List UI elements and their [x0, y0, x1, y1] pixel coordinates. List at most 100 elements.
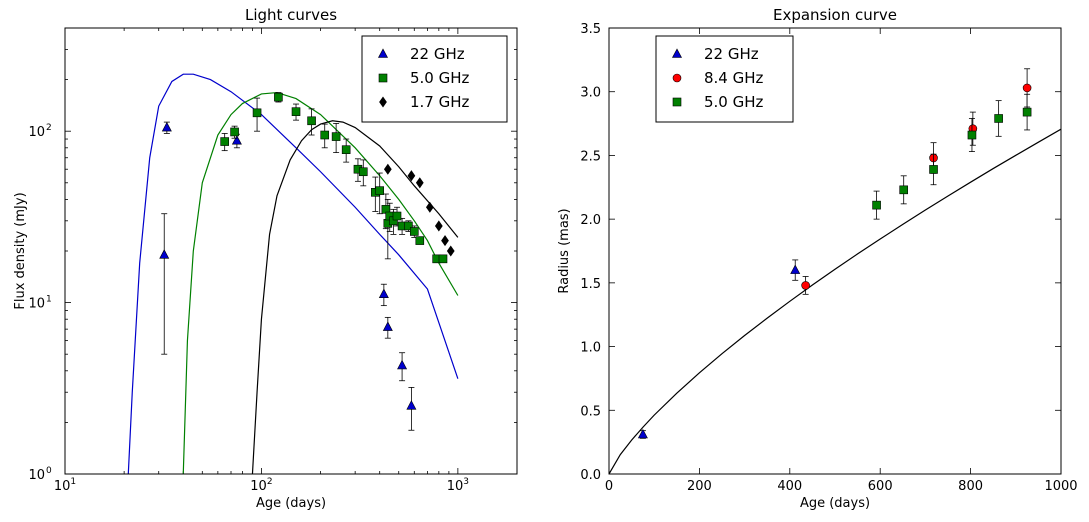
chart-title: Light curves — [245, 6, 337, 24]
x-tick-label: 600 — [868, 479, 893, 494]
legend-label: 22 GHz — [410, 45, 465, 63]
data-point — [392, 211, 402, 221]
data-point — [230, 127, 239, 137]
model-curve — [127, 73, 459, 474]
data-point — [994, 114, 1003, 123]
series — [159, 121, 417, 431]
axes-frame — [608, 27, 1062, 475]
model-curve — [251, 120, 459, 474]
data-point — [899, 185, 909, 195]
data-point — [415, 236, 425, 245]
legend-label: 22 GHz — [704, 45, 759, 63]
x-axis-label: Age (days) — [800, 496, 870, 511]
x-tick-label: 102 — [250, 477, 272, 494]
y-tick-label: 3.0 — [580, 86, 601, 101]
x-tick-label: 200 — [687, 479, 712, 494]
data-point — [220, 137, 229, 146]
x-tick-label: 1000 — [1044, 479, 1077, 494]
y-tick-label: 10 — [28, 468, 45, 483]
y-axis-label: Flux density (mJy) — [13, 192, 28, 309]
data-point — [406, 400, 417, 410]
legend-marker — [379, 96, 387, 108]
data-point — [407, 170, 416, 182]
data-point — [397, 359, 408, 370]
x-tick-label: 800 — [958, 479, 983, 494]
x-tick-label: 103 — [447, 477, 469, 494]
chart-title: Expansion curve — [773, 6, 897, 24]
y-tick-label: 10 — [28, 125, 45, 140]
axes-frame — [64, 27, 518, 475]
x-axis-label: Age (days) — [256, 496, 326, 511]
series — [383, 163, 455, 257]
expansion-curve-chart: Expansion curve Age (days) Radius (mas) 0 20… — [557, 6, 1078, 511]
data-point — [307, 116, 316, 126]
legend-label: 5.0 GHz — [704, 93, 764, 111]
y-tick-label: 1.0 — [580, 341, 601, 356]
y-tick-label: 10 — [28, 297, 45, 312]
data-point — [274, 92, 283, 102]
legend-marker — [378, 73, 388, 83]
series — [801, 68, 1032, 295]
data-point — [404, 221, 413, 231]
data-point — [382, 321, 393, 331]
series — [872, 93, 1032, 220]
data-point — [320, 130, 330, 140]
data-point — [375, 186, 384, 195]
legend: 22 GHz 8.4 GHz 5.0 GHz — [655, 35, 794, 123]
plot-area — [127, 73, 459, 474]
x-tick-label: 101 — [54, 477, 76, 494]
data-point — [159, 249, 170, 259]
y-tick-exponent: 2 — [46, 123, 52, 133]
data-point — [790, 264, 801, 274]
series — [220, 92, 448, 264]
legend-label: 5.0 GHz — [410, 69, 470, 87]
y-tick-label: 2.5 — [580, 149, 601, 164]
legend-marker — [378, 48, 388, 58]
data-point — [434, 220, 443, 232]
data-point — [231, 135, 242, 145]
data-point — [378, 288, 389, 298]
data-point — [801, 281, 810, 290]
x-tick-label: 400 — [777, 479, 802, 494]
data-point — [161, 121, 172, 132]
y-tick-exponent: 0 — [46, 466, 52, 476]
y-tick-exponent: 1 — [46, 295, 52, 305]
y-tick-label: 2.0 — [580, 213, 601, 228]
y-tick-label: 0.0 — [580, 468, 601, 483]
plot-area — [609, 68, 1061, 474]
data-point — [291, 107, 301, 116]
series — [637, 259, 801, 439]
data-point — [383, 163, 392, 175]
data-point — [252, 108, 262, 118]
x-tick-label: 0 — [605, 479, 613, 494]
data-point — [358, 167, 368, 177]
data-point — [967, 130, 977, 140]
legend-marker — [672, 48, 682, 58]
model-curve — [182, 91, 459, 474]
data-point — [929, 165, 938, 174]
data-point — [438, 254, 448, 264]
data-point — [441, 235, 449, 247]
data-point — [872, 200, 881, 210]
data-point — [1022, 107, 1032, 117]
data-point — [1022, 83, 1032, 93]
legend-label: 1.7 GHz — [410, 93, 470, 111]
y-axis-label: Radius (mas) — [557, 208, 572, 293]
data-point — [341, 145, 351, 154]
data-point — [425, 201, 434, 213]
model-curve — [609, 128, 1061, 474]
data-point — [637, 428, 648, 439]
legend-marker — [672, 97, 682, 107]
data-point — [446, 245, 455, 257]
data-point — [331, 132, 341, 141]
legend: 22 GHz 5.0 GHz 1.7 GHz — [361, 35, 508, 123]
data-point — [409, 227, 419, 236]
legend-marker — [672, 73, 682, 83]
data-point — [415, 177, 424, 189]
y-tick-label: 3.5 — [580, 22, 601, 37]
light-curves-chart: Light curves Age (days) Flux density (mJy)… — [13, 6, 518, 511]
legend-label: 8.4 GHz — [704, 69, 764, 87]
y-tick-label: 0.5 — [580, 404, 601, 419]
y-tick-label: 1.5 — [580, 277, 601, 292]
